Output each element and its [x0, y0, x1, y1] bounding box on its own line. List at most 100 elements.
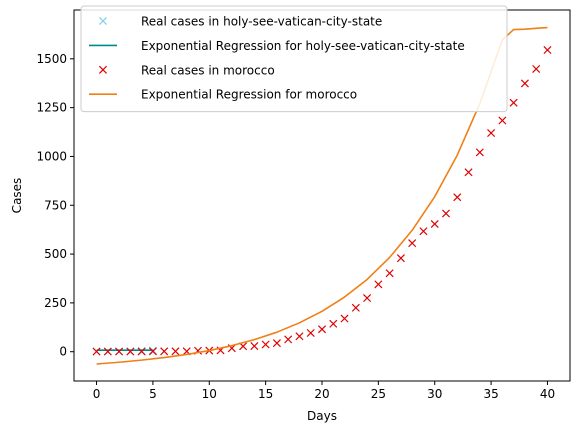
y-axis-ticks: 0 250 500 750 1000 1250 1500	[36, 52, 74, 359]
data-point	[160, 347, 169, 356]
data-point	[126, 347, 135, 356]
data-point	[509, 98, 518, 107]
data-point	[453, 193, 462, 202]
marker-stroke	[487, 128, 496, 138]
marker-stroke	[103, 347, 112, 356]
y-tick-label: 500	[44, 247, 67, 261]
y-tick-label: 250	[44, 296, 67, 310]
data-point	[115, 347, 124, 356]
y-tick-label: 750	[44, 198, 67, 212]
x-tick-label: 0	[93, 387, 101, 401]
data-point	[351, 303, 360, 312]
marker-stroke	[182, 347, 191, 356]
marker-stroke	[272, 339, 281, 348]
data-point	[148, 347, 157, 356]
legend: Real cases in holy-see-vatican-city-stat…	[80, 5, 508, 113]
marker-stroke	[532, 64, 541, 73]
marker-stroke	[363, 293, 372, 303]
x-tick-label: 25	[371, 387, 386, 401]
marker-stroke	[419, 227, 428, 236]
x-tick-label: 20	[314, 387, 329, 401]
data-point	[374, 280, 383, 289]
marker-stroke	[160, 347, 169, 356]
data-point	[250, 342, 259, 351]
data-point	[385, 269, 394, 278]
marker-stroke	[115, 347, 124, 356]
legend-box	[80, 5, 508, 113]
legend-marker-handle	[98, 16, 108, 26]
marker-stroke	[329, 319, 338, 328]
marker-stroke	[374, 280, 383, 289]
data-point	[103, 347, 112, 356]
marker-stroke	[148, 347, 157, 356]
data-point	[430, 219, 439, 229]
x-tick-label: 15	[258, 387, 273, 401]
x-axis-ticks: 0 5 10 15 20 25 30 35 40	[93, 381, 555, 401]
data-point	[171, 347, 180, 356]
data-point	[272, 339, 281, 348]
marker-stroke	[453, 193, 462, 202]
data-point	[137, 347, 146, 356]
data-point	[543, 46, 552, 55]
data-point	[464, 168, 473, 177]
marker-stroke	[98, 65, 108, 74]
marker-stroke	[520, 79, 529, 88]
y-tick-label: 1500	[36, 52, 67, 66]
marker-stroke	[351, 303, 360, 312]
data-point	[487, 128, 496, 138]
y-tick-label: 0	[59, 345, 67, 359]
marker-stroke	[543, 46, 552, 55]
data-point	[498, 116, 507, 125]
x-axis-label: Days	[307, 409, 337, 423]
marker-stroke	[306, 328, 315, 337]
marker-stroke	[509, 98, 518, 107]
x-tick-label: 10	[202, 387, 217, 401]
data-point	[520, 79, 529, 88]
marker-stroke	[239, 342, 248, 351]
data-point	[317, 325, 327, 334]
data-point	[92, 347, 101, 356]
data-point	[419, 227, 428, 236]
x-tick-label: 30	[427, 387, 442, 401]
marker-stroke	[408, 239, 417, 248]
marker-stroke	[464, 168, 473, 177]
legend-label: Exponential Regression for holy-see-vati…	[141, 39, 465, 53]
marker-stroke	[295, 332, 304, 341]
marker-stroke	[430, 219, 439, 229]
marker-stroke	[396, 254, 405, 263]
x-tick-label: 40	[540, 387, 555, 401]
marker-stroke	[284, 335, 293, 344]
y-tick-label: 1000	[36, 149, 67, 163]
marker-stroke	[137, 347, 146, 356]
data-point	[441, 209, 451, 218]
data-point	[295, 332, 304, 341]
marker-stroke	[250, 342, 259, 351]
series-real-cases-in-morocco	[92, 46, 552, 356]
legend-marker-handle	[98, 65, 108, 74]
data-point	[340, 314, 349, 323]
data-point	[408, 239, 417, 248]
marker-stroke	[475, 148, 484, 157]
data-point	[329, 319, 338, 328]
marker-stroke	[340, 314, 349, 323]
data-point	[475, 148, 484, 157]
x-tick-label: 35	[483, 387, 498, 401]
data-point	[306, 328, 315, 337]
marker-stroke	[126, 347, 135, 356]
marker-stroke	[261, 340, 270, 349]
marker-stroke	[98, 16, 108, 26]
data-point	[396, 254, 405, 263]
data-point	[261, 340, 270, 349]
data-point	[532, 64, 541, 73]
legend-label: Real cases in holy-see-vatican-city-stat…	[141, 15, 382, 29]
data-point	[284, 335, 293, 344]
y-axis-label: Cases	[10, 178, 24, 214]
marker-stroke	[441, 209, 451, 218]
x-tick-label: 5	[149, 387, 157, 401]
data-point	[363, 293, 372, 303]
marker-stroke	[171, 347, 180, 356]
y-tick-label: 1250	[36, 101, 67, 115]
marker-stroke	[317, 325, 327, 334]
legend-label: Real cases in morocco	[141, 63, 275, 77]
